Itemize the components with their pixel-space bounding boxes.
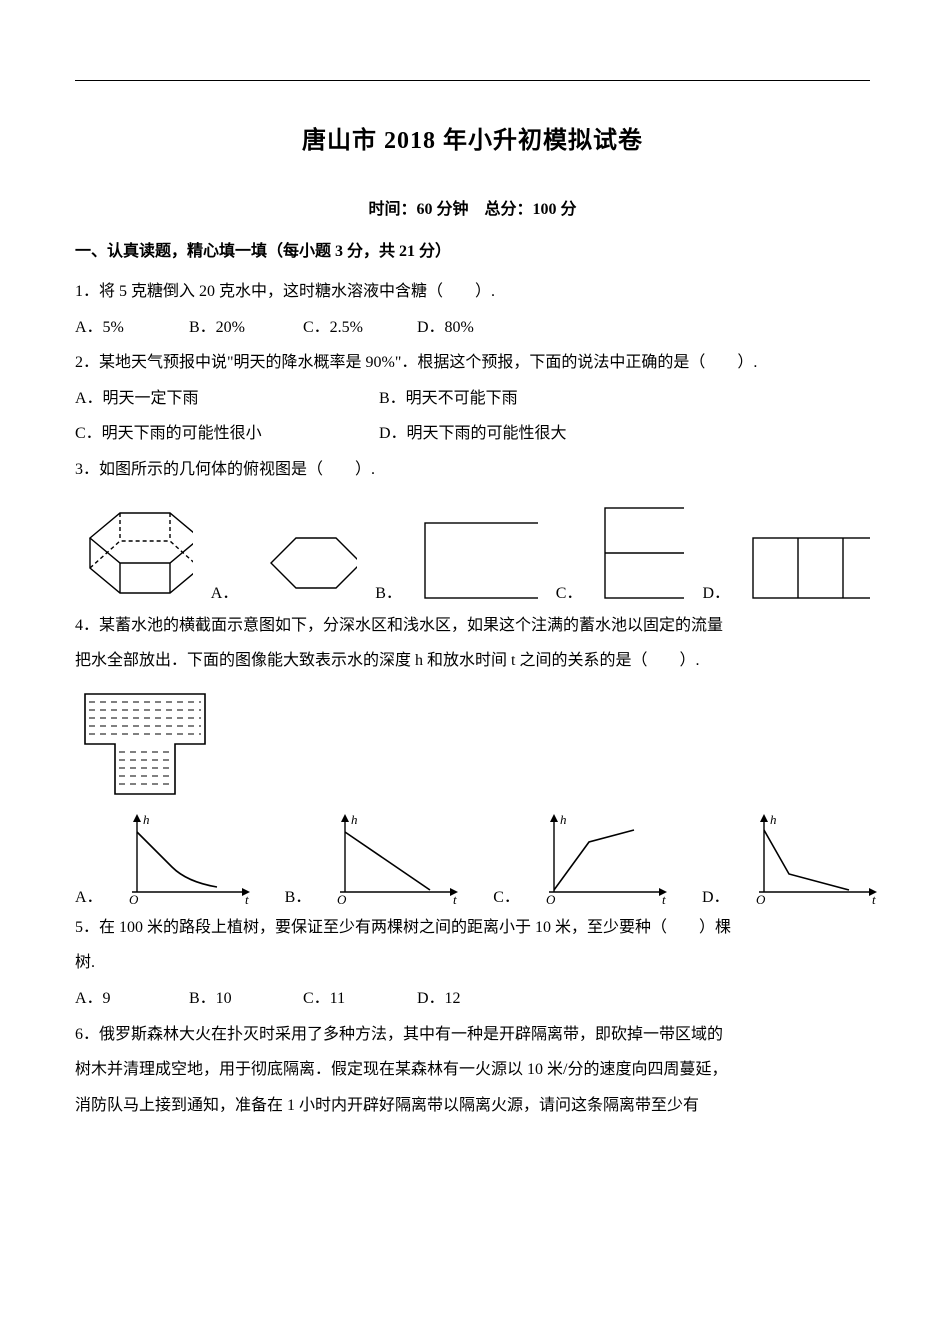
q1-options: A．5% B．20% C．2.5% D．80% — [75, 311, 870, 345]
q5-opt-b: B．10 — [189, 982, 299, 1016]
q2-opt-d: D．明天下雨的可能性很大 — [379, 417, 567, 451]
q1-opt-b: B．20% — [189, 311, 299, 345]
q5-opt-d: D．12 — [417, 982, 527, 1016]
q5-text-l1: 5．在 100 米的路段上植树，要保证至少有两棵树之间的距离小于 10 米，至少… — [75, 911, 870, 945]
q4-label-b: B． — [285, 883, 312, 907]
q4-label-d: D． — [702, 883, 730, 907]
q3-rect-d-icon — [748, 533, 870, 603]
svg-text:O: O — [546, 892, 556, 907]
svg-text:h: h — [770, 812, 777, 827]
svg-text:t: t — [872, 892, 876, 907]
q2-opt-c: C．明天下雨的可能性很小 — [75, 417, 375, 451]
q3-hexagon-icon — [256, 523, 357, 603]
svg-text:h: h — [560, 812, 567, 827]
q1-text: 1．将 5 克糖倒入 20 克水中，这时糖水溶液中含糖（ ）. — [75, 275, 870, 309]
q6-l1: 6．俄罗斯森林大火在扑灭时采用了多种方法，其中有一种是开辟隔离带，即砍掉一带区域… — [75, 1018, 870, 1052]
page-content: 唐山市 2018 年小升初模拟试卷 时间：60 分钟 总分：100 分 一、认真… — [75, 80, 870, 1122]
svg-text:t: t — [453, 892, 457, 907]
q4-label-a: A． — [75, 883, 103, 907]
q4-chart-c-icon: h O t — [524, 812, 674, 907]
q4-pool-icon — [75, 684, 215, 804]
q2-opt-b: B．明天不可能下雨 — [379, 382, 518, 416]
q4-chart-a-icon: h O t — [107, 812, 257, 907]
q4-chart-row: A． h O t B． h O t — [75, 812, 870, 907]
svg-text:t: t — [662, 892, 666, 907]
svg-text:h: h — [351, 812, 358, 827]
q4-label-c: C． — [493, 883, 520, 907]
q3-prism-icon — [75, 493, 193, 603]
q4-chart-b-icon: h O t — [315, 812, 465, 907]
q2-text: 2．某地天气预报中说"明天的降水概率是 90%"．根据这个预报，下面的说法中正确… — [75, 346, 870, 380]
q5-text-l2: 树. — [75, 946, 870, 980]
q4-chart-d-icon: h O t — [734, 812, 884, 907]
q3-label-d: D． — [702, 579, 730, 603]
q4-chart-d: D． h O t — [702, 812, 884, 907]
q4-chart-c: C． h O t — [493, 812, 674, 907]
q4-pool-figure — [75, 684, 870, 804]
q3-label-a: A． — [211, 579, 239, 603]
q3-figure-row: A． B． C． D． — [75, 493, 870, 603]
q4-chart-b: B． h O t — [285, 812, 466, 907]
exam-meta: 时间：60 分钟 总分：100 分 — [75, 195, 870, 219]
q2-options-row2: C．明天下雨的可能性很小 D．明天下雨的可能性很大 — [75, 417, 870, 451]
q6-l3: 消防队马上接到通知，准备在 1 小时内开辟好隔离带以隔离火源，请问这条隔离带至少… — [75, 1089, 870, 1123]
q1-opt-c: C．2.5% — [303, 311, 413, 345]
q5-opt-a: A．9 — [75, 982, 185, 1016]
q3-rect-b-icon — [420, 518, 538, 603]
q5-options: A．9 B．10 C．11 D．12 — [75, 982, 870, 1016]
q3-label-c: C． — [556, 579, 583, 603]
exam-title: 唐山市 2018 年小升初模拟试卷 — [75, 120, 870, 155]
q1-opt-d: D．80% — [417, 311, 527, 345]
svg-text:O: O — [337, 892, 347, 907]
axis-o-label: O — [129, 892, 139, 907]
q4-text-l2: 把水全部放出．下面的图像能大致表示水的深度 h 和放水时间 t 之间的关系的是（… — [75, 644, 870, 678]
axis-t-label: t — [245, 892, 249, 907]
section-1-heading: 一、认真读题，精心填一填（每小题 3 分，共 21 分） — [75, 237, 870, 261]
axis-h-label: h — [143, 812, 150, 827]
q3-text: 3．如图所示的几何体的俯视图是（ ）. — [75, 453, 870, 487]
q3-rect-c-icon — [600, 503, 684, 603]
q2-options-row1: A．明天一定下雨 B．明天不可能下雨 — [75, 382, 870, 416]
q4-chart-a: A． h O t — [75, 812, 257, 907]
q1-opt-a: A．5% — [75, 311, 185, 345]
top-rule — [75, 80, 870, 81]
q5-opt-c: C．11 — [303, 982, 413, 1016]
q3-label-b: B． — [375, 579, 402, 603]
q2-opt-a: A．明天一定下雨 — [75, 382, 375, 416]
svg-text:O: O — [756, 892, 766, 907]
q4-text-l1: 4．某蓄水池的横截面示意图如下，分深水区和浅水区，如果这个注满的蓄水池以固定的流… — [75, 609, 870, 643]
q6-l2: 树木并清理成空地，用于彻底隔离．假定现在某森林有一火源以 10 米/分的速度向四… — [75, 1053, 870, 1087]
